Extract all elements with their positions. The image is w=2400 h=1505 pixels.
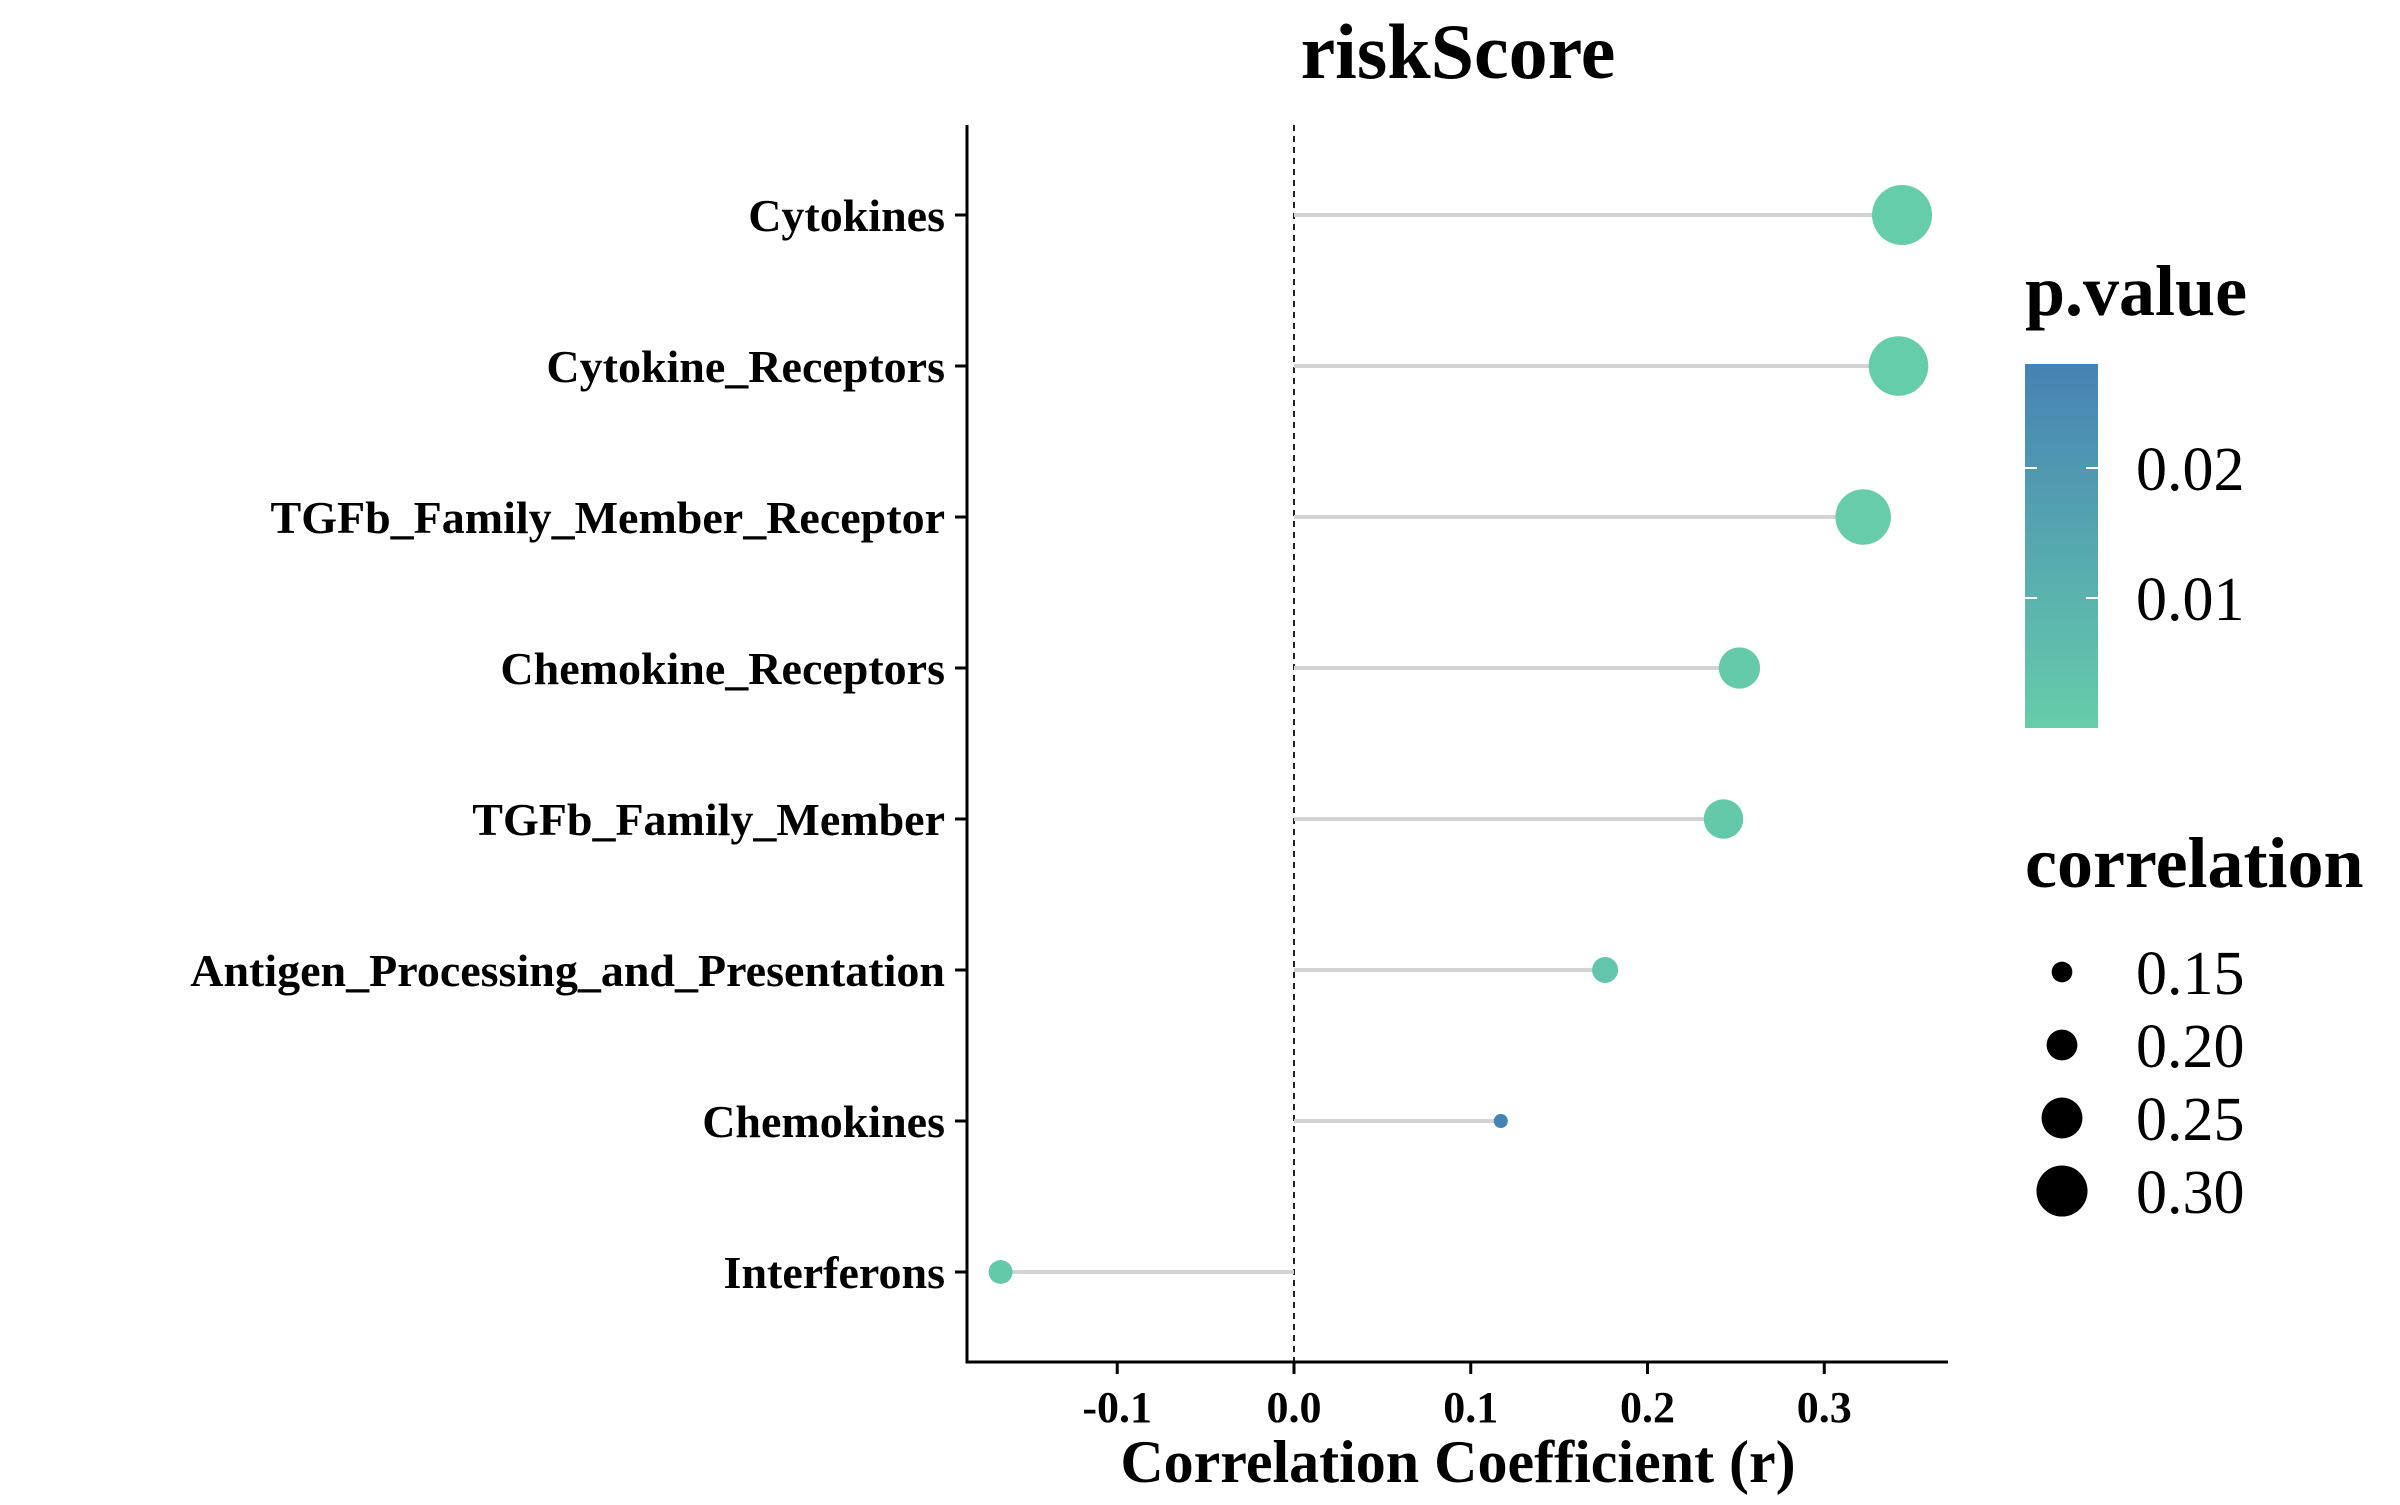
- category-label: Cytokine_Receptors: [546, 341, 945, 392]
- p-value-legend-title: p.value: [2025, 251, 2247, 331]
- correlation-legend-title: correlation: [2025, 823, 2364, 903]
- category-label: Interferons: [724, 1247, 945, 1298]
- point-Interferons: [988, 1260, 1013, 1284]
- plot-area: Cytokines Cytokine_Receptors TGFb_Family_M…: [190, 125, 1948, 1432]
- colorbar-tick-label: 0.01: [2136, 566, 2245, 634]
- chart-title: riskScore: [1301, 8, 1616, 95]
- x-tick-label: -0.1: [1082, 1383, 1152, 1432]
- point-Antigen_Processing_and_Presentation: [1592, 957, 1619, 983]
- colorbar-tick-label: 0.02: [2136, 436, 2245, 504]
- point-Cytokine_Receptors: [1868, 336, 1929, 396]
- category-label: Antigen_Processing_and_Presentation: [190, 945, 945, 996]
- size-legend-key: [2046, 1029, 2078, 1061]
- category-label: TGFb_Family_Member_Receptor: [271, 492, 945, 543]
- legend: p.value correlation 0.02 0.01 0.150.200.25…: [2025, 251, 2364, 1227]
- p-value-colorbar: [2025, 364, 2098, 728]
- point-Chemokines: [1493, 1114, 1508, 1128]
- point-TGFb_Family_Member_Receptor: [1835, 489, 1891, 545]
- size-legend-key: [2036, 1165, 2088, 1217]
- x-tick-label: 0.1: [1443, 1383, 1498, 1432]
- size-legend-label: 0.15: [2136, 940, 2245, 1008]
- category-label: Cytokines: [748, 190, 945, 241]
- size-legend-key: [2051, 961, 2073, 983]
- size-legend-label: 0.20: [2136, 1013, 2245, 1081]
- size-legend-label: 0.30: [2136, 1159, 2245, 1227]
- category-label: Chemokines: [702, 1096, 945, 1147]
- size-legend-key: [2041, 1097, 2083, 1139]
- point-Chemokine_Receptors: [1718, 647, 1761, 689]
- category-label: TGFb_Family_Member: [472, 794, 945, 845]
- point-TGFb_Family_Member: [1703, 799, 1744, 839]
- x-tick-label: 0.0: [1267, 1383, 1322, 1432]
- category-label: Chemokine_Receptors: [500, 643, 945, 694]
- x-tick-label: 0.3: [1797, 1383, 1852, 1432]
- point-Cytokines: [1872, 185, 1933, 245]
- size-legend-label: 0.25: [2136, 1086, 2245, 1154]
- x-axis-title: Correlation Coefficient (r): [1120, 1429, 1795, 1495]
- x-tick-label: 0.2: [1620, 1383, 1675, 1432]
